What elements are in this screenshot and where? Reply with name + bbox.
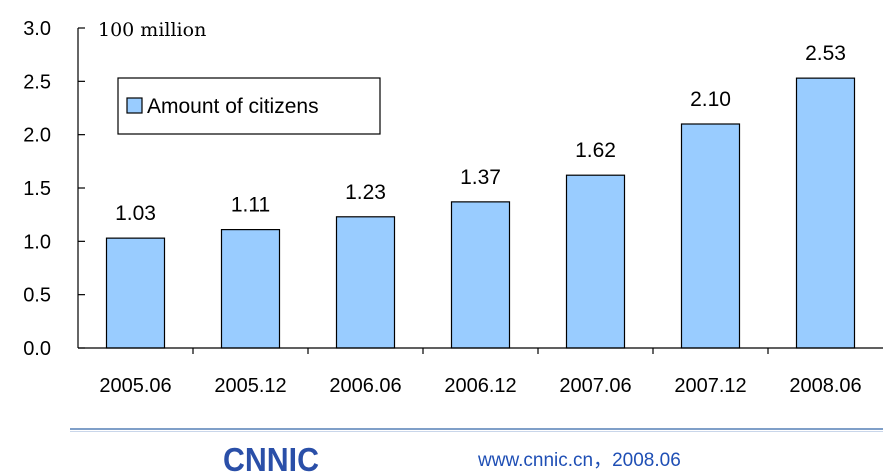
bar-2007.12 xyxy=(680,123,741,349)
legend-label: Amount of citizens xyxy=(147,95,319,118)
category-label: 2005.06 xyxy=(99,375,171,397)
category-label: 2006.12 xyxy=(444,375,516,397)
legend-box xyxy=(117,77,381,135)
bar-2008.06 xyxy=(795,77,856,349)
bars xyxy=(105,77,856,349)
bar-chart: 0.00.51.01.52.02.53.0 1.03 1.111.231.371.… xyxy=(23,18,883,397)
category-label: 2007.12 xyxy=(674,375,746,397)
y-tick-label: 1.5 xyxy=(23,178,51,200)
bar-2006.06 xyxy=(335,216,396,349)
value-labels: 1.03 1.11 1.23 1.37 1.62 2.10 2.53 xyxy=(115,42,846,225)
value-label: 2.53 xyxy=(805,42,846,65)
category-label: 2005.12 xyxy=(214,375,286,397)
y-tick-label: 0.5 xyxy=(23,285,51,307)
category-label: 2007.06 xyxy=(559,375,631,397)
value-label: 1.03 xyxy=(115,202,156,225)
y-tick-label: 2.5 xyxy=(23,71,51,93)
value-label: 1.11 xyxy=(231,194,270,217)
value-label: 2.10 xyxy=(690,88,731,111)
bar-2005.06 xyxy=(105,237,166,349)
bar-2005.12 xyxy=(220,229,281,349)
x-axis-labels: 2005.06 2005.12 2006.06 2006.12 2007.06 2007.… xyxy=(99,375,861,397)
y-tick-label: 1.0 xyxy=(23,231,51,253)
bar-2006.12 xyxy=(450,201,511,349)
category-label: 2008.06 xyxy=(789,375,861,397)
category-label: 2006.06 xyxy=(329,375,401,397)
y-tick-label: 0.0 xyxy=(23,338,51,360)
y-axis-ticks: 0.0 0.5 1.0 1.5 2.0 2.5 3.0 xyxy=(23,18,769,360)
footer-divider-shadow xyxy=(70,431,883,432)
y-tick-label: 2.0 xyxy=(23,125,51,147)
legend-swatch xyxy=(126,97,143,114)
bar-2007.06 xyxy=(565,174,626,349)
y-axis-unit-label: 100 million xyxy=(98,19,206,41)
legend: Amount of citizens xyxy=(117,77,381,135)
source-credit: www.cnnic.cn，2008.06 xyxy=(478,450,681,471)
svg-text:CNNIC: CNNIC xyxy=(223,441,319,475)
cnnic-logo: CNNIC xyxy=(223,441,319,475)
y-tick-label: 3.0 xyxy=(23,18,51,40)
footer-divider xyxy=(70,428,883,430)
value-label: 1.23 xyxy=(345,181,386,204)
value-label: 1.62 xyxy=(575,139,616,162)
value-label: 1.37 xyxy=(460,166,501,189)
